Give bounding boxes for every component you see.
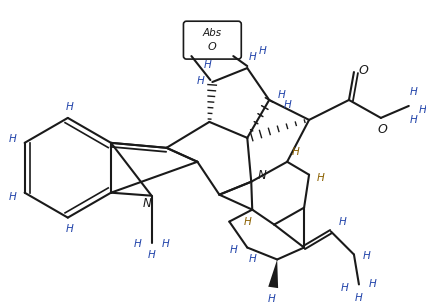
Text: H: H xyxy=(248,255,256,264)
Text: H: H xyxy=(204,60,211,70)
Text: H: H xyxy=(230,244,237,255)
Text: H: H xyxy=(283,100,291,110)
Text: H: H xyxy=(363,252,371,262)
Text: H: H xyxy=(410,87,417,97)
Text: H: H xyxy=(341,283,349,293)
Text: H: H xyxy=(355,293,363,303)
Text: H: H xyxy=(134,239,141,248)
Text: Abs: Abs xyxy=(203,28,222,38)
Text: H: H xyxy=(258,46,266,56)
Text: H: H xyxy=(66,102,74,112)
Text: O: O xyxy=(378,123,388,136)
Polygon shape xyxy=(268,259,278,288)
Text: H: H xyxy=(196,76,204,86)
Text: H: H xyxy=(161,239,170,248)
Text: H: H xyxy=(410,115,417,125)
Text: H: H xyxy=(148,249,155,259)
Text: H: H xyxy=(9,192,17,202)
Text: O: O xyxy=(359,64,369,76)
Text: H: H xyxy=(9,134,17,144)
Text: O: O xyxy=(208,42,217,52)
Text: N: N xyxy=(143,197,152,210)
Text: H: H xyxy=(248,52,256,62)
Text: H: H xyxy=(317,173,325,183)
Text: H: H xyxy=(66,224,74,233)
Text: N: N xyxy=(258,169,267,182)
Text: H: H xyxy=(291,147,299,157)
Text: H: H xyxy=(339,217,347,227)
Text: H: H xyxy=(267,294,275,304)
Text: H: H xyxy=(369,279,377,289)
Text: H: H xyxy=(277,90,285,100)
FancyBboxPatch shape xyxy=(184,21,241,59)
Text: H: H xyxy=(243,217,251,227)
Text: H: H xyxy=(419,105,426,115)
